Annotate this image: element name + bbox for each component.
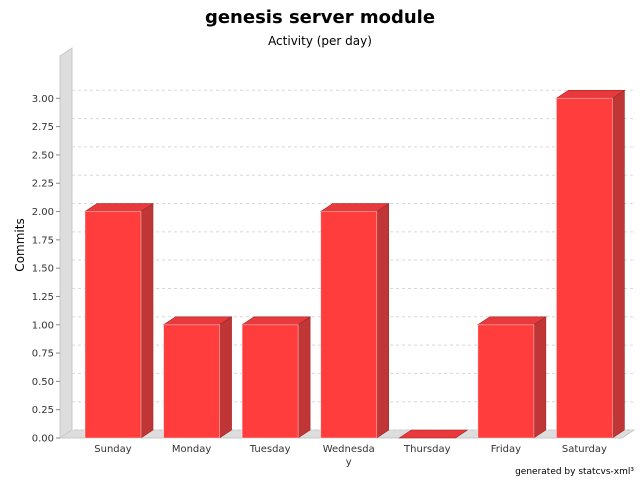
y-tick-label: 1.25 bbox=[32, 292, 54, 303]
x-tick-label: Thursday bbox=[403, 444, 451, 455]
y-tick-label: 1.75 bbox=[32, 235, 54, 246]
x-tick-label: Wednesda y bbox=[323, 444, 375, 468]
bar-side bbox=[612, 89, 625, 439]
bar-tuesday bbox=[241, 316, 312, 439]
x-tick-label: Sunday bbox=[94, 444, 131, 455]
chart-title: genesis server module bbox=[205, 7, 435, 28]
x-tick-label: Tuesday bbox=[249, 444, 291, 455]
footer-credit: generated by statcvs-xml³ bbox=[515, 467, 634, 477]
bar-side bbox=[376, 202, 390, 439]
bar-top bbox=[398, 429, 469, 439]
y-tick-label: 2.50 bbox=[32, 150, 54, 161]
x-tick-label: Saturday bbox=[562, 444, 607, 455]
y-tick-label: 3.00 bbox=[32, 94, 54, 105]
y-axis-title: Commits bbox=[13, 218, 27, 271]
bar-front bbox=[556, 97, 613, 439]
bar-top bbox=[319, 203, 390, 212]
bar-friday bbox=[476, 316, 547, 439]
bars bbox=[84, 89, 626, 439]
bar-front bbox=[320, 211, 378, 439]
bar-side bbox=[219, 316, 232, 439]
y-tick-label: 1.00 bbox=[32, 320, 54, 331]
bar-thursday bbox=[398, 429, 469, 439]
bar-top bbox=[84, 203, 154, 212]
y-tick-label: 2.00 bbox=[32, 207, 54, 218]
bar-front bbox=[241, 324, 299, 439]
bar-sunday bbox=[84, 202, 154, 439]
chart-subtitle: Activity (per day) bbox=[268, 34, 372, 48]
bar-front bbox=[84, 211, 142, 439]
x-axis-ticks: Sunday Monday Tuesday Wednesda y Thursday Frid… bbox=[94, 444, 607, 468]
bar-side bbox=[297, 316, 311, 439]
y-tick-label: 0.25 bbox=[32, 405, 54, 416]
bar-side bbox=[140, 202, 154, 439]
y-tick-label: 2.75 bbox=[32, 122, 54, 133]
bar-front bbox=[477, 324, 535, 439]
bar-top bbox=[241, 316, 312, 326]
left-wall bbox=[59, 47, 73, 439]
y-tick-label: 0.75 bbox=[32, 349, 54, 360]
bar-wednesday bbox=[319, 202, 390, 439]
y-tick-label: 1.50 bbox=[32, 264, 54, 275]
y-tick-label: 0.00 bbox=[32, 434, 54, 445]
y-tick-label: 2.25 bbox=[32, 179, 54, 190]
bar-saturday bbox=[555, 89, 626, 439]
bar-top bbox=[476, 316, 547, 326]
y-tick-label: 0.50 bbox=[32, 377, 54, 388]
bar-side bbox=[533, 316, 547, 439]
x-tick-label: Friday bbox=[491, 444, 521, 455]
bar-front bbox=[163, 324, 220, 439]
bar-top bbox=[555, 90, 626, 99]
bar-monday bbox=[162, 316, 233, 439]
x-tick-label: Monday bbox=[172, 444, 212, 455]
bar-top bbox=[162, 316, 233, 326]
y-axis-ticks: 0.00 0.25 0.50 0.75 1.00 1.25 1.50 1.75 2.00 2.25… bbox=[32, 94, 60, 445]
